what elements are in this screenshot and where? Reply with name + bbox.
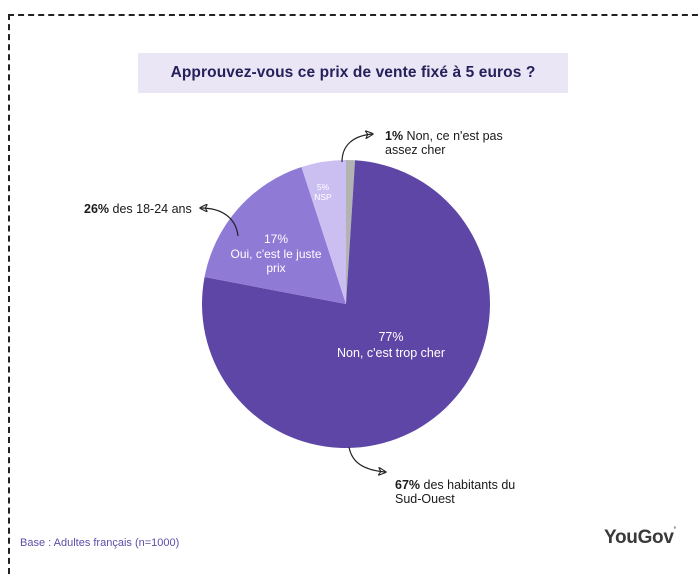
chart-title-box: Approuvez-vous ce prix de vente fixé à 5… — [138, 53, 568, 93]
pie-slice-2 — [204, 167, 346, 304]
slice-label-nsp: NSP — [314, 192, 332, 202]
pie-slice-3 — [301, 160, 346, 304]
slice-label-trop-cher-pct: 77% — [378, 330, 403, 344]
yougov-logo: YouGov° — [604, 527, 676, 548]
chart-title: Approuvez-vous ce prix de vente fixé à 5… — [170, 64, 536, 81]
arrow-pas-assez-cher — [341, 134, 372, 163]
pie-slice-1 — [201, 160, 490, 449]
slice-label-juste-prix-1: Oui, c'est le juste — [231, 247, 322, 261]
slice-label-juste-prix-2: prix — [266, 261, 285, 275]
pie-slice-0 — [346, 160, 356, 304]
slice-label-trop-cher: Non, c'est trop cher — [337, 346, 445, 360]
annotation-jeunes: 26% des 18-24 ans — [84, 202, 192, 216]
dashed-frame — [8, 14, 700, 574]
slice-label-nsp-pct: 5% — [317, 182, 330, 192]
arrow-jeunes — [201, 208, 239, 237]
arrow-sud-ouest — [348, 446, 385, 472]
annotation-sud-ouest: 67% des habitants du Sud-Ouest — [395, 478, 516, 506]
slice-label-juste-prix-pct: 17% — [264, 232, 288, 246]
annotation-pas-assez-cher: 1% Non, ce n'est pas assez cher — [385, 129, 503, 157]
base-note: Base : Adultes français (n=1000) — [20, 537, 180, 549]
